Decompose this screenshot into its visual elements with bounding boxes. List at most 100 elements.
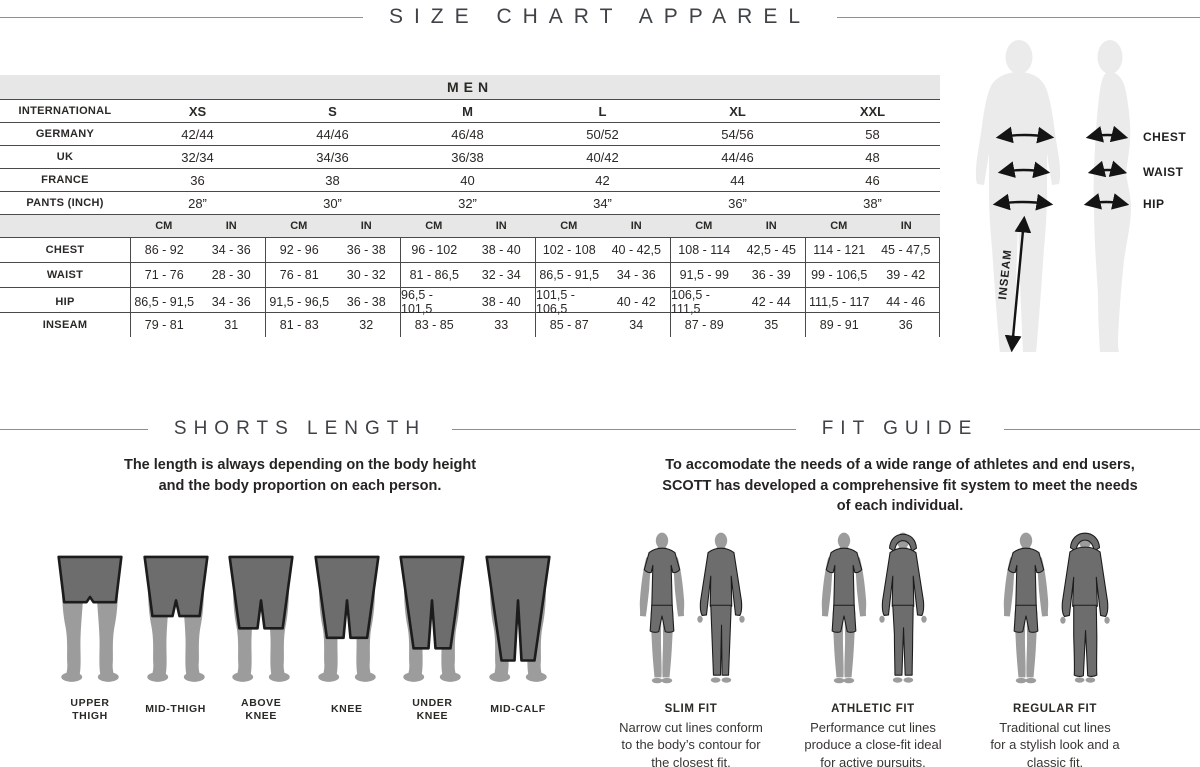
waist-arrow-front <box>997 161 1051 179</box>
cm-value: 89 - 91 <box>805 313 873 337</box>
in-value: 35 <box>764 318 779 332</box>
cm-value: 86 - 92 <box>130 238 198 262</box>
body-silhouette-side <box>1093 40 1131 352</box>
cm-value: 102 - 108 <box>535 238 603 262</box>
cm-value: 81 - 83 <box>265 313 333 337</box>
cm-value: 92 - 96 <box>265 238 333 262</box>
cm-value: 71 - 76 <box>130 263 198 287</box>
in-value: 38 - 40 <box>481 295 521 309</box>
measurement-diagram: CHEST WAIST HIP INSEAM <box>975 40 1186 353</box>
fit-figure-pair <box>999 531 1112 687</box>
in-value: 32 <box>359 318 374 332</box>
units-row-spacer <box>0 215 130 237</box>
fit-figure-hoodie <box>878 532 927 683</box>
shorts-shape <box>485 555 551 662</box>
shorts-length-header: SHORTS LENGTH <box>0 418 600 440</box>
row-label: GERMANY <box>35 128 95 140</box>
cm-value: 86,5 - 91,5 <box>130 288 198 316</box>
shorts-length-item: UPPER THIGH <box>48 536 132 724</box>
shorts-figure <box>399 555 466 682</box>
shorts-length-item: UNDER KNEE <box>390 536 474 724</box>
size-value: 38 <box>325 172 340 188</box>
shorts-rule-right <box>452 428 600 430</box>
size-value: XS <box>188 103 207 119</box>
size-value: 38” <box>863 195 882 211</box>
unit-cm-label: CM <box>290 220 308 232</box>
title-rule-right <box>837 16 1200 18</box>
cm-value: 101,5 - 106,5 <box>535 288 603 316</box>
unit-cm-label: CM <box>155 220 173 232</box>
in-value: 34 <box>629 318 644 332</box>
row-label: FRANCE <box>41 174 89 186</box>
row-label: PANTS (INCH) <box>26 197 104 209</box>
shorts-shape <box>314 555 380 640</box>
size-value: XL <box>729 103 746 119</box>
fit-rule-right <box>1004 428 1200 430</box>
size-value: M <box>462 103 473 119</box>
shorts-length-label: UNDER KNEE <box>412 696 453 723</box>
hip-label: HIP <box>1143 197 1165 211</box>
size-value: 46/48 <box>451 126 484 142</box>
in-value: 36 - 39 <box>751 268 791 282</box>
shorts-rule-left <box>0 428 148 430</box>
measure-row: WAIST 71 - 76 28 - 30 76 - 81 30 - 32 81 - 86… <box>0 262 940 287</box>
unit-in-label: IN <box>765 220 777 232</box>
inseam-label: INSEAM <box>997 249 1014 301</box>
fit-name: ATHLETIC FIT <box>831 702 915 715</box>
in-value: 28 - 30 <box>211 268 251 282</box>
size-table: MEN INTERNATIONAL XS S M L XL XXL GERMANY 42/44 4… <box>0 75 940 337</box>
shorts-length-label: KNEE <box>330 703 363 716</box>
unit-cm-label: CM <box>830 220 848 232</box>
size-value: 42/44 <box>181 126 214 142</box>
shorts-figure <box>314 555 380 682</box>
shorts-length-item: MID-THIGH <box>134 536 218 724</box>
size-value: 34/36 <box>316 149 349 165</box>
chest-arrow-front <box>995 126 1055 144</box>
cm-value: 87 - 89 <box>670 313 738 337</box>
cm-value: 96,5 - 101,5 <box>400 288 468 316</box>
page-title: SIZE CHART APPAREL <box>388 5 812 28</box>
fit-columns-row: SLIM FIT Narrow cut lines conform to the … <box>600 531 1200 767</box>
chest-label: CHEST <box>1143 130 1186 144</box>
unit-cm-label: CM <box>425 220 443 232</box>
in-value: 36 <box>873 313 940 337</box>
fit-guide-column: ATHLETIC FIT Performance cut lines produc… <box>782 531 964 767</box>
hip-arrow-side <box>1083 193 1130 210</box>
cm-value: 99 - 106,5 <box>805 263 873 287</box>
size-value: 36 <box>190 172 205 188</box>
in-value: 40 - 42,5 <box>611 243 661 257</box>
cm-value: 96 - 102 <box>400 238 468 262</box>
cm-value: 83 - 85 <box>400 313 468 337</box>
size-value: 30” <box>323 195 342 211</box>
cm-value: 91,5 - 99 <box>670 263 738 287</box>
size-table-row: INTERNATIONAL XS S M L XL XXL <box>0 99 940 122</box>
shorts-figure <box>485 555 551 682</box>
size-value: 48 <box>865 149 880 165</box>
fit-figure-shorts <box>821 532 866 683</box>
size-value: L <box>598 103 607 119</box>
fit-name: SLIM FIT <box>664 702 718 715</box>
gender-header: MEN <box>0 75 940 99</box>
page-title-header: SIZE CHART APPAREL <box>0 5 1200 29</box>
shorts-shape <box>57 555 123 604</box>
row-label: WAIST <box>46 269 84 281</box>
fit-description: Performance cut lines produce a close-fi… <box>804 719 942 767</box>
cm-value: 85 - 87 <box>535 313 603 337</box>
size-table-rows: INTERNATIONAL XS S M L XL XXL GERMANY 42/44 44/46… <box>0 99 940 337</box>
cm-value: 81 - 86,5 <box>400 263 468 287</box>
in-value: 38 - 40 <box>481 243 521 257</box>
fit-figure-shorts <box>639 532 684 683</box>
in-value: 34 - 36 <box>211 243 251 257</box>
fit-guide-description: To accomodate the needs of a wide range … <box>662 457 1138 515</box>
shorts-length-label: MID-THIGH <box>145 703 206 716</box>
shorts-figure <box>57 555 123 682</box>
unit-in-label: IN <box>225 220 237 232</box>
size-table-row: GERMANY 42/44 44/46 46/48 50/52 54/56 58 <box>0 122 940 145</box>
cm-value: 76 - 81 <box>265 263 333 287</box>
in-value: 32 - 34 <box>481 268 521 282</box>
size-value: 32/34 <box>181 149 214 165</box>
cm-value: 79 - 81 <box>130 313 198 337</box>
unit-in-label: IN <box>360 220 372 232</box>
shorts-length-item: ABOVE KNEE <box>219 536 303 724</box>
shorts-shape <box>142 555 209 618</box>
